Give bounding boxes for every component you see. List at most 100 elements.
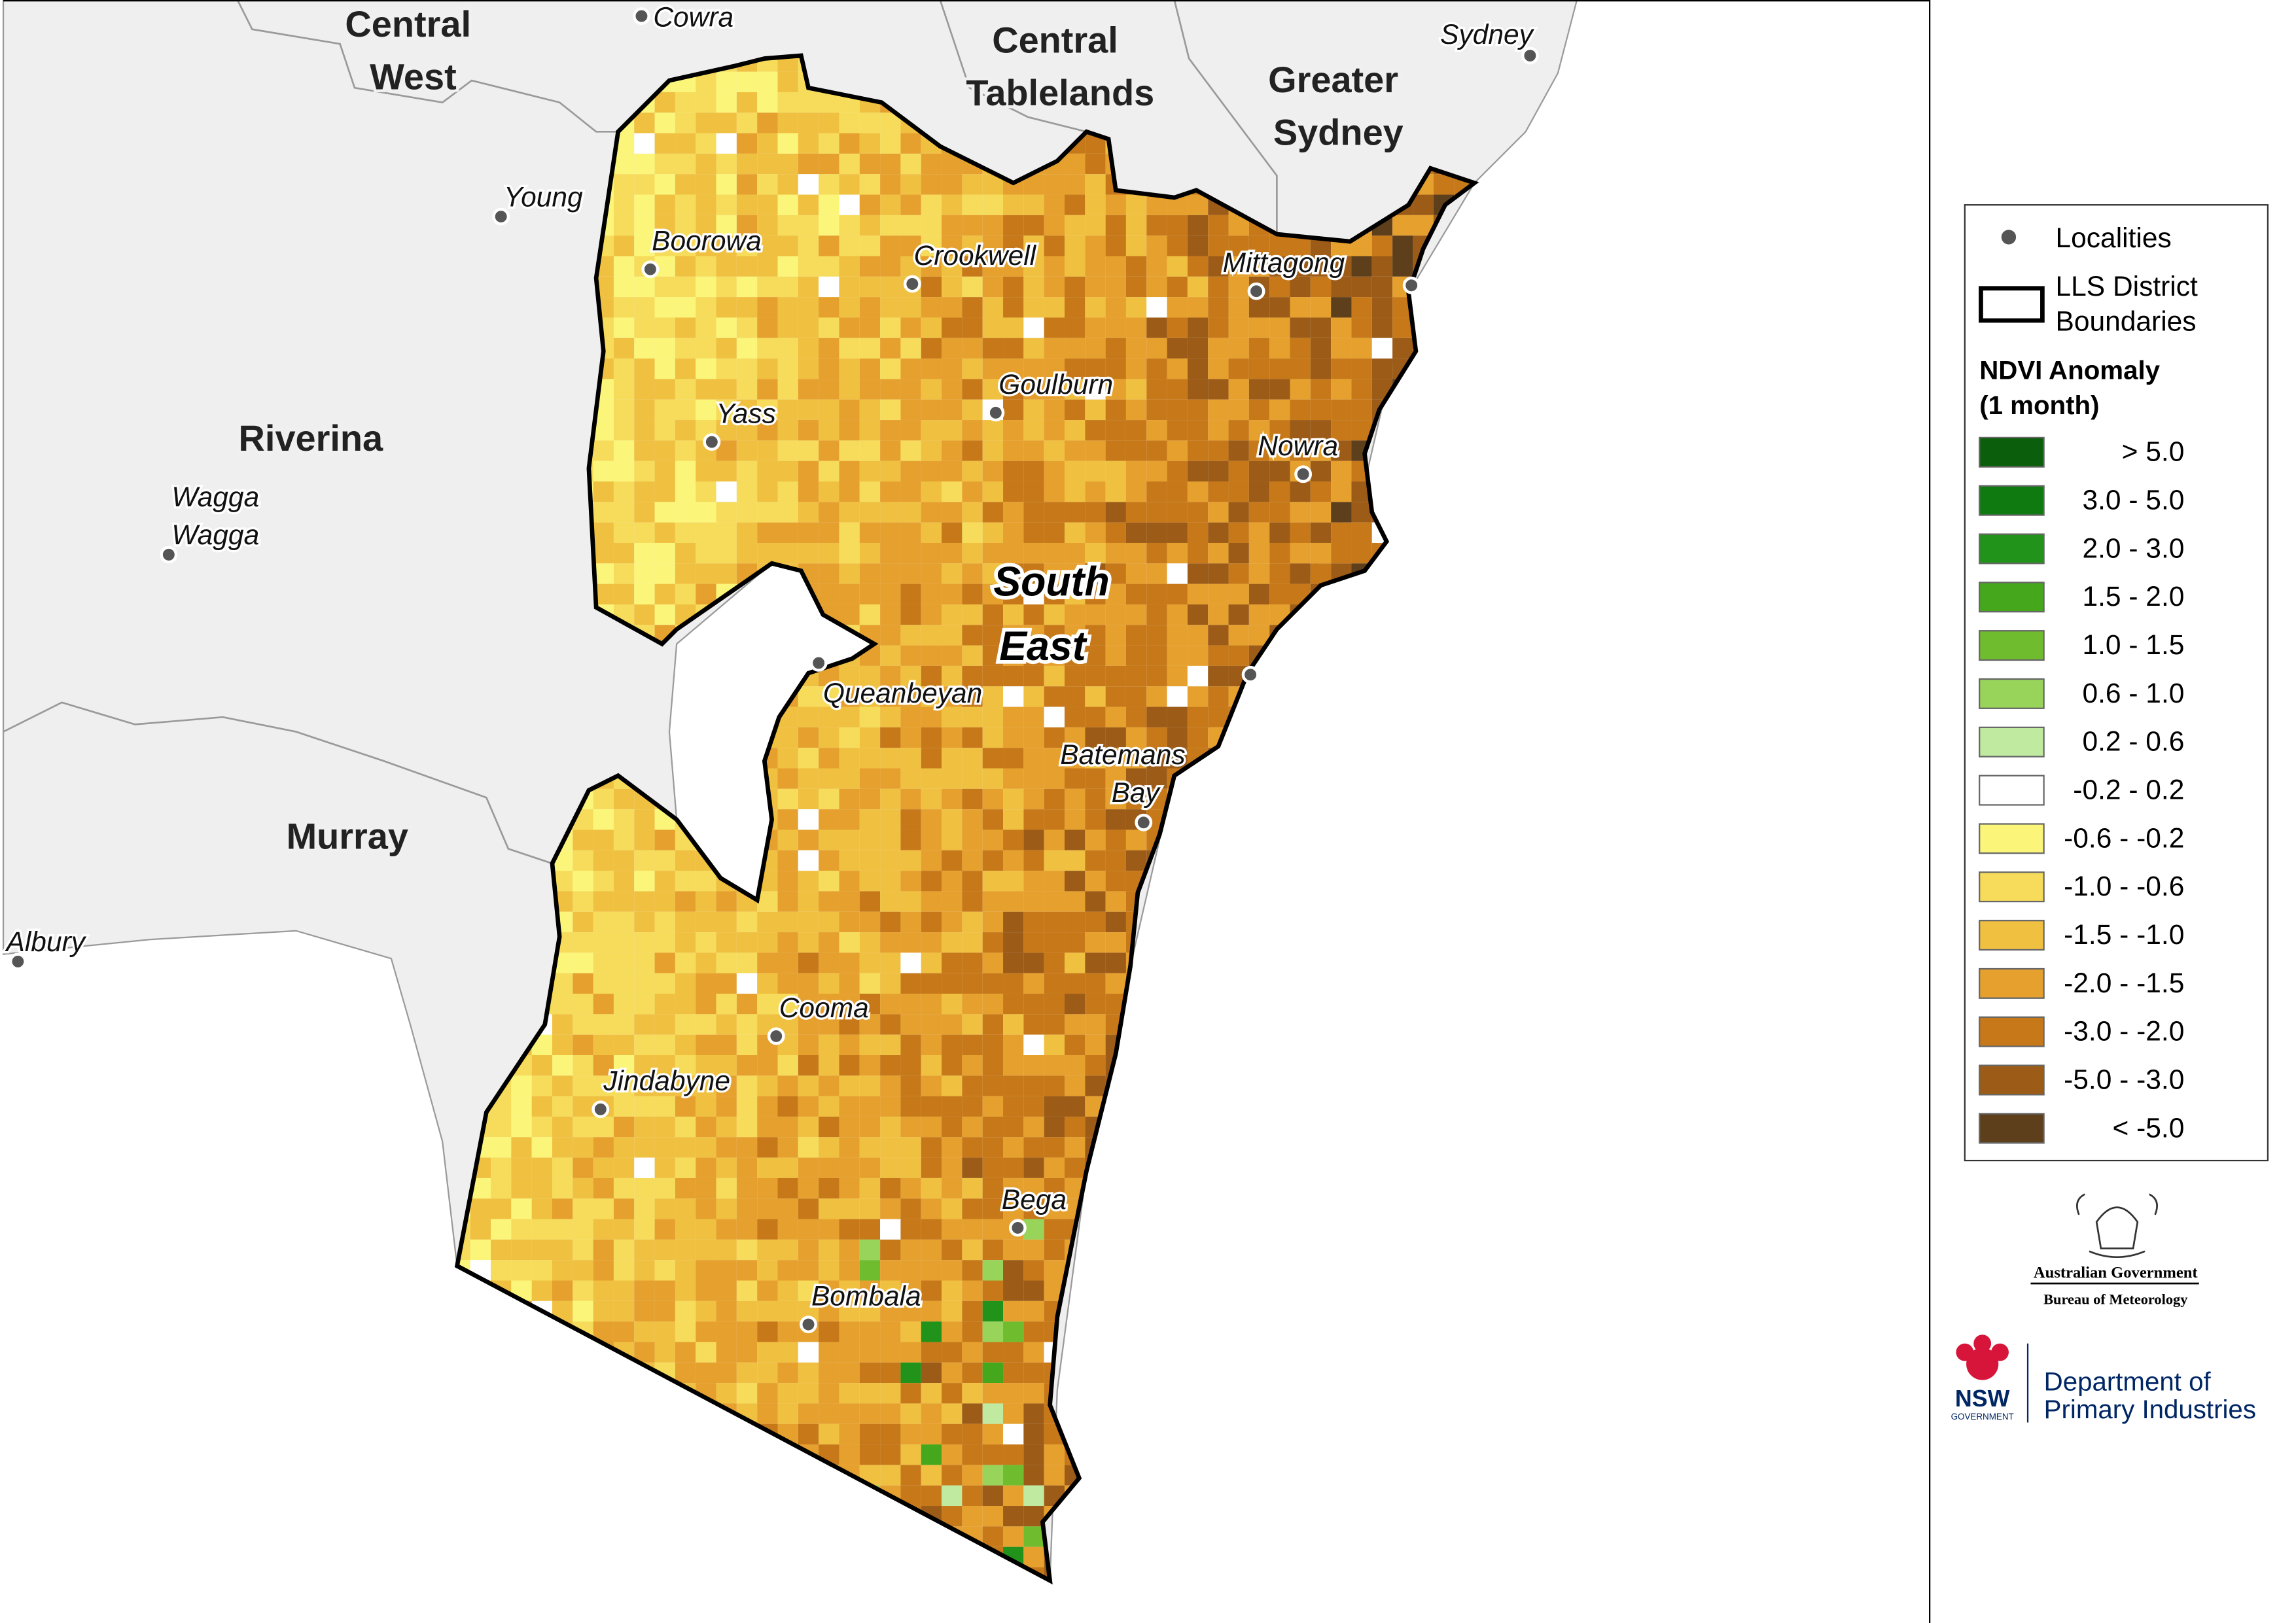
- raster-cell: [654, 481, 675, 502]
- raster-cell: [1208, 461, 1229, 482]
- raster-cell: [1351, 399, 1372, 421]
- raster-cell: [736, 317, 758, 338]
- raster-cell: [716, 1075, 737, 1096]
- raster-cell: [962, 379, 983, 400]
- raster-cell: [839, 1096, 860, 1117]
- raster-cell: [921, 1465, 942, 1486]
- raster-cell: [634, 563, 655, 584]
- raster-cell: [1228, 297, 1249, 318]
- raster-cell: [1023, 1280, 1044, 1301]
- raster-cell: [716, 236, 737, 256]
- raster-cell: [1085, 276, 1106, 298]
- raster-cell: [634, 1300, 655, 1322]
- raster-cell: [819, 809, 839, 830]
- raster-cell: [1208, 686, 1229, 707]
- raster-cell: [1187, 215, 1209, 236]
- raster-cell: [921, 850, 942, 871]
- raster-cell: [921, 1096, 942, 1117]
- raster-cell: [552, 1239, 573, 1261]
- raster-cell: [921, 420, 942, 441]
- raster-cell: [1269, 256, 1290, 277]
- raster-cell: [552, 1198, 573, 1219]
- raster-cell: [1023, 1444, 1044, 1465]
- raster-cell: [757, 1300, 778, 1322]
- raster-cell: [1044, 1034, 1065, 1055]
- raster-cell: [880, 788, 901, 810]
- raster-cell: [716, 502, 737, 523]
- legend-item-label: 1.0 - 1.5: [2082, 630, 2184, 661]
- raster-cell: [777, 522, 798, 543]
- legend-item-label: -1.5 - -1.0: [2064, 920, 2184, 951]
- raster-cell: [531, 1055, 552, 1076]
- raster-cell: [839, 358, 860, 379]
- raster-cell: [613, 932, 635, 953]
- raster-cell: [1187, 461, 1209, 482]
- raster-cell: [736, 440, 758, 461]
- raster-cell: [942, 1096, 963, 1117]
- raster-cell: [1187, 297, 1209, 318]
- raster-cell: [613, 994, 635, 1015]
- raster-cell: [1003, 707, 1024, 727]
- boundary-line: [1173, 0, 1278, 234]
- raster-cell: [777, 1137, 798, 1158]
- raster-cell: [1310, 420, 1332, 441]
- raster-cell: [593, 1178, 614, 1199]
- legend-item-label: -0.6 - -0.2: [2064, 823, 2184, 854]
- raster-cell: [1003, 1034, 1024, 1055]
- raster-cell: [819, 871, 839, 892]
- raster-cell: [511, 1157, 532, 1178]
- raster-cell: [819, 276, 839, 298]
- raster-cell: [757, 542, 778, 564]
- raster-cell: [1023, 973, 1044, 994]
- raster-cell: [1023, 1423, 1044, 1445]
- raster-cell: [1085, 358, 1106, 379]
- raster-cell: [634, 440, 655, 461]
- raster-cell: [900, 133, 921, 154]
- raster-cell: [593, 1198, 614, 1219]
- raster-cell: [921, 727, 942, 748]
- raster-cell: [1064, 645, 1086, 666]
- raster-cell: [1125, 748, 1147, 769]
- raster-cell: [942, 1260, 963, 1281]
- raster-cell: [859, 665, 881, 687]
- raster-cell: [1003, 276, 1024, 298]
- raster-cell: [1146, 563, 1167, 584]
- legend-title-line: NDVI Anomaly: [1979, 355, 2167, 385]
- raster-cell: [942, 1055, 963, 1076]
- raster-cell: [942, 1342, 963, 1363]
- raster-cell: [634, 522, 655, 543]
- raster-cell: [634, 871, 655, 892]
- raster-cell: [757, 1116, 778, 1138]
- raster-cell: [880, 973, 901, 994]
- region-label: Greater Sydney: [1268, 59, 1408, 153]
- raster-cell: [921, 665, 942, 687]
- raster-cell: [1146, 768, 1167, 789]
- raster-cell: [942, 1239, 963, 1261]
- raster-cell: [921, 174, 942, 195]
- raster-cell: [491, 1260, 512, 1281]
- raster-cell: [859, 1383, 881, 1404]
- raster-cell: [1208, 236, 1229, 256]
- raster-cell: [1023, 1526, 1044, 1547]
- raster-cell: [1085, 256, 1106, 277]
- district-label-line: South: [993, 559, 1121, 605]
- raster-cell: [573, 871, 593, 892]
- raster-cell: [613, 1198, 635, 1219]
- raster-cell: [900, 1198, 921, 1219]
- raster-cell: [654, 891, 675, 912]
- raster-cell: [921, 1075, 942, 1096]
- raster-cell: [1023, 1116, 1044, 1138]
- raster-cell: [839, 399, 860, 421]
- raster-cell: [491, 1178, 512, 1199]
- raster-cell: [819, 686, 839, 707]
- raster-cell: [593, 481, 614, 502]
- raster-cell: [1125, 276, 1147, 298]
- raster-cell: [942, 1219, 963, 1240]
- raster-cell: [1003, 727, 1024, 748]
- raster-cell: [962, 542, 983, 564]
- raster-cell: [1044, 338, 1065, 359]
- raster-cell: [900, 297, 921, 318]
- raster-cell: [921, 1362, 942, 1384]
- raster-cell: [962, 829, 983, 850]
- raster-cell: [757, 932, 778, 953]
